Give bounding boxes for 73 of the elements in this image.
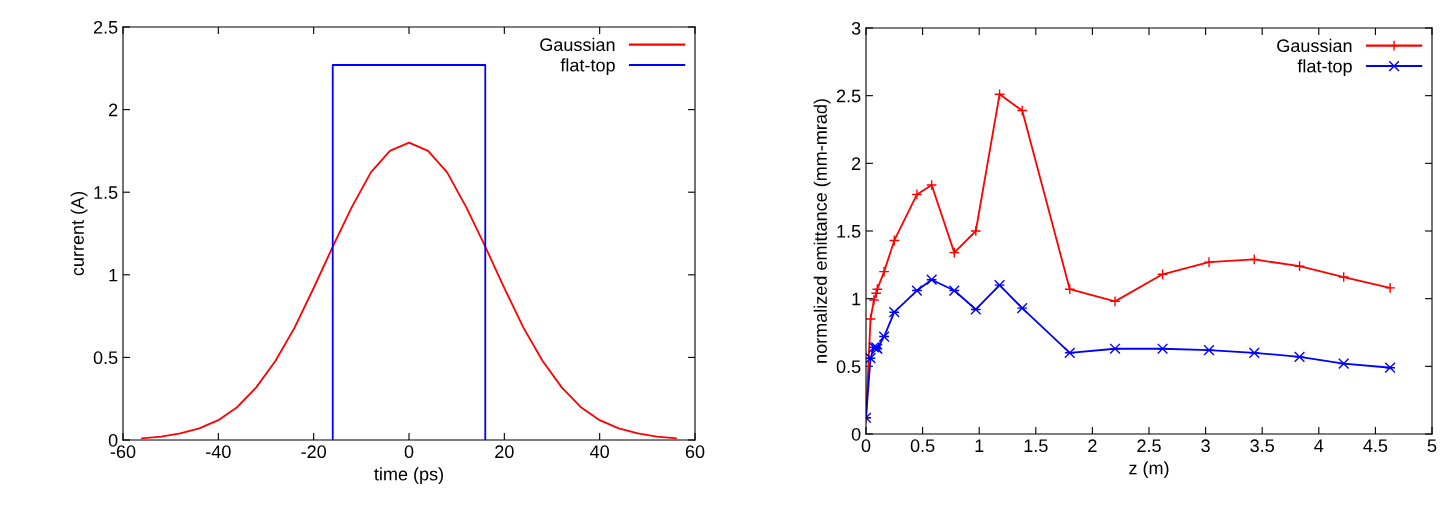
x-tick-label: 2 — [1088, 439, 1097, 452]
point — [994, 88, 1006, 100]
x-tick-label: 0 — [861, 439, 871, 453]
x-tick-label: 4 — [1314, 439, 1324, 452]
line-series — [141, 141, 677, 440]
x-tick-label: -20 — [301, 445, 327, 459]
y-tick-label: 1 — [852, 292, 861, 306]
point — [1109, 295, 1121, 307]
x-axis-title: z (m) — [1129, 461, 1169, 479]
legend-label: flat-top — [1297, 59, 1352, 77]
point — [1384, 282, 1396, 294]
point — [926, 179, 938, 191]
point — [888, 234, 900, 247]
y-tick-label: 2 — [109, 103, 118, 117]
legend-label: Gaussian — [1277, 38, 1352, 53]
x-tick-label: -40 — [206, 445, 231, 459]
x-tick-label: -60 — [110, 445, 136, 459]
point — [911, 188, 923, 201]
y-tick-label: 3 — [851, 21, 861, 35]
point — [1293, 351, 1306, 363]
y-tick-label: 0.5 — [93, 351, 118, 365]
x-tick-label: 4.5 — [1363, 439, 1388, 453]
point — [1016, 302, 1028, 314]
point — [1016, 104, 1028, 117]
point — [1157, 268, 1169, 280]
y-tick-label: 1.5 — [94, 186, 118, 199]
point — [866, 352, 877, 364]
point — [1338, 358, 1350, 370]
point — [948, 247, 960, 259]
point — [888, 306, 900, 318]
x-tick-label: 3.5 — [1250, 439, 1274, 453]
point — [1248, 347, 1260, 359]
point — [1248, 253, 1260, 265]
y-axis-title: normalized emittance (mm-mrad) — [813, 99, 831, 363]
x-axis-title: time (ps) — [374, 467, 443, 485]
point — [1109, 343, 1121, 355]
y-tick-label: 2 — [852, 157, 861, 170]
point — [1157, 343, 1169, 355]
point — [911, 284, 923, 297]
x-tick-label: 1 — [975, 439, 984, 452]
point — [1203, 344, 1215, 356]
x-tick-label: 1.5 — [1024, 439, 1048, 453]
y-tick-label: 2.5 — [836, 89, 861, 103]
point — [970, 303, 982, 316]
point — [1203, 256, 1215, 268]
y-tick-label: 1.5 — [837, 225, 861, 238]
x-tick-label: 0 — [404, 445, 414, 459]
x-tick-label: 0.5 — [910, 439, 935, 453]
point — [878, 331, 890, 343]
x-tick-label: 40 — [590, 445, 609, 459]
y-axis-title: current (A) — [70, 191, 88, 276]
point — [866, 313, 877, 325]
point — [1064, 347, 1076, 359]
y-tick-label: 0.5 — [836, 360, 861, 374]
y-tick-label: 0 — [851, 427, 861, 441]
point — [970, 225, 982, 237]
legend-label: flat-top — [560, 58, 615, 76]
point — [926, 274, 938, 286]
point — [1293, 260, 1306, 272]
point — [948, 284, 960, 297]
point — [1384, 362, 1396, 374]
point — [878, 266, 890, 278]
x-tick-label: 2.5 — [1137, 439, 1161, 453]
point — [1338, 271, 1350, 283]
legend-label: Gaussian — [540, 37, 615, 52]
x-tick-label: 60 — [685, 445, 705, 459]
x-tick-label: 5 — [1427, 439, 1437, 453]
x-tick-label: 3 — [1201, 439, 1210, 453]
point — [994, 279, 1006, 291]
y-tick-label: 2.5 — [93, 20, 118, 34]
point — [1064, 283, 1076, 295]
x-tick-label: 20 — [495, 445, 514, 459]
y-tick-label: 1 — [109, 268, 118, 282]
